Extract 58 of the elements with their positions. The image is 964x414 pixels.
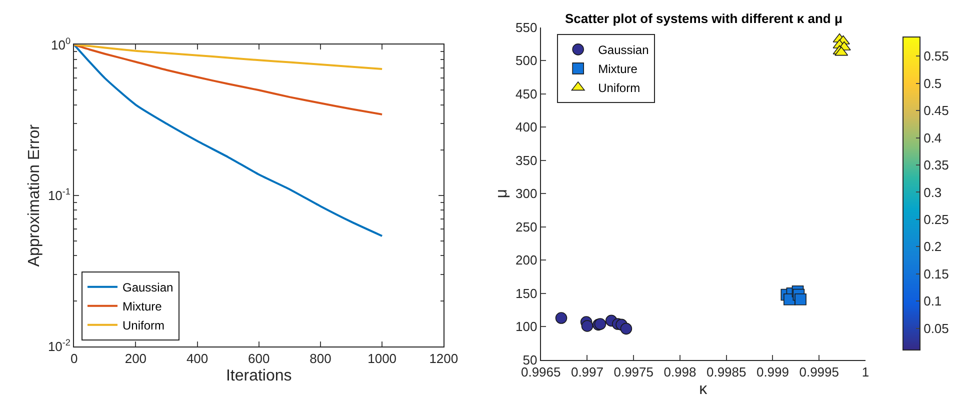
color-bar-label: 0.3	[924, 184, 942, 200]
y-tick-label: 100	[516, 319, 538, 334]
y-tick-label: 200	[516, 252, 538, 268]
y-tick-label: 550	[516, 20, 538, 35]
y-tick-label: 150	[516, 286, 538, 301]
x-tick-label: 0.9965	[520, 364, 561, 380]
legend-label: Uniform	[122, 318, 165, 333]
y-tick-label: 10$^{-1}$	[48, 186, 71, 204]
point	[794, 294, 806, 306]
color-bar-label: 0.4	[924, 130, 942, 146]
legend-label: Gaussian	[122, 280, 174, 295]
y-tick-label: 450	[516, 86, 538, 102]
line-series	[74, 44, 384, 237]
color-bar-label: 0.05	[924, 320, 949, 336]
x-tick-label: 800	[310, 351, 332, 366]
chart-title: Scatter plot of systems with different κ and μ	[565, 11, 842, 26]
y-tick-label: 350	[516, 152, 538, 168]
y-axis-title: μ	[493, 188, 510, 198]
x-axis-title: Iterations	[226, 368, 292, 385]
y-tick-label: 250	[516, 219, 538, 234]
color-bar-label: 0.35	[924, 158, 949, 173]
legend-label: Mixture	[122, 300, 162, 314]
color-bar-label: 0.2	[924, 239, 942, 254]
y-tick-label: 500	[516, 53, 538, 68]
x-tick-label: 400	[186, 351, 208, 366]
x-tick-label: 0.9995	[799, 364, 839, 380]
point	[581, 320, 594, 332]
x-tick-label: 0.9985	[706, 364, 746, 380]
x-tick-label: 1	[862, 364, 870, 380]
x-tick-label: 0.997	[570, 364, 604, 380]
x-tick-label: 200	[124, 351, 147, 366]
legend-label: Gaussian	[598, 43, 649, 58]
x-tick-label: 0.999	[756, 364, 789, 380]
color-bar-label: 0.1	[924, 294, 942, 309]
x-tick-label: 0.998	[664, 364, 696, 380]
y-tick-label: 300	[516, 186, 538, 202]
x-tick-label: 1200	[429, 351, 458, 366]
y-tick-label: 10$^{0}$	[50, 36, 71, 52]
color-bar-label: 0.15	[924, 266, 949, 282]
x-axis-title: κ	[699, 381, 708, 398]
x-tick-label: 0.9975	[614, 364, 654, 380]
y-axis-title: Approximation Error	[26, 124, 43, 267]
color-bar-label: 0.55	[924, 48, 949, 64]
color-bar-label: 0.25	[924, 212, 949, 228]
y-tick-label: 400	[516, 120, 538, 135]
color-bar-label: 0.45	[924, 103, 949, 118]
legend-label: Uniform	[598, 81, 640, 96]
legend-label: Mixture	[598, 62, 638, 76]
y-tick-label: 50	[522, 352, 538, 368]
line-series	[74, 44, 384, 116]
point	[555, 312, 568, 324]
point	[620, 322, 632, 335]
x-tick-label: 1000	[368, 351, 397, 366]
color-bar-label: 0.5	[924, 76, 942, 91]
line-series	[74, 44, 384, 70]
y-tick-label: 10$^{-2}$	[48, 338, 71, 354]
x-tick-label: 0	[70, 351, 78, 366]
x-tick-label: 600	[248, 351, 270, 366]
